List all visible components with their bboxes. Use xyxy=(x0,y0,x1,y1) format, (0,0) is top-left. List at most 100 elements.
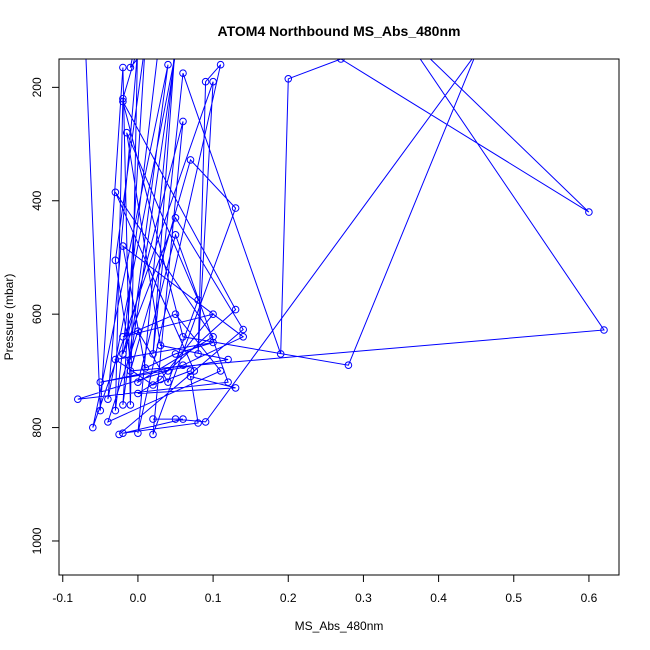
data-point xyxy=(284,75,293,83)
data-point xyxy=(600,326,608,334)
y-axis: 200 400 600 800 1000 xyxy=(30,77,60,554)
data-point xyxy=(96,378,105,387)
data-point xyxy=(179,117,187,126)
data-point xyxy=(585,208,593,216)
data-point xyxy=(231,305,240,314)
data-point xyxy=(231,204,240,212)
data-point xyxy=(149,350,157,358)
data-point xyxy=(126,401,135,409)
x-tick-label: 0.1 xyxy=(205,591,222,605)
data-point xyxy=(104,418,112,426)
data-point xyxy=(239,325,247,334)
data-point xyxy=(179,361,187,370)
data-point xyxy=(82,39,89,46)
x-tick-label: 0.3 xyxy=(355,591,372,605)
data-point xyxy=(216,367,225,375)
data-point xyxy=(186,372,195,381)
data-point xyxy=(164,60,172,69)
y-tick-label: 1000 xyxy=(30,527,44,554)
data-point xyxy=(216,60,225,69)
data-point xyxy=(194,296,202,304)
data-point xyxy=(111,355,120,364)
data-point xyxy=(201,77,210,86)
data-point xyxy=(74,395,82,404)
data-point xyxy=(134,389,142,398)
data-point xyxy=(209,77,217,86)
data-point xyxy=(134,378,142,387)
y-tick-label: 200 xyxy=(30,77,44,97)
data-point xyxy=(224,378,232,387)
data-point xyxy=(209,338,217,347)
data-point xyxy=(171,415,180,423)
data-point xyxy=(142,39,149,46)
data-point xyxy=(111,188,120,197)
data-point xyxy=(172,50,179,57)
data-point xyxy=(164,378,172,387)
data-point xyxy=(171,310,180,319)
data-point xyxy=(276,350,285,358)
data-point xyxy=(194,419,202,427)
data-point xyxy=(126,367,135,375)
data-point xyxy=(179,69,187,77)
data-point xyxy=(239,333,247,341)
series-line xyxy=(77,59,605,435)
data-point xyxy=(122,128,131,137)
y-tick-label: 400 xyxy=(30,190,44,210)
x-tick-label: 0.6 xyxy=(581,591,598,605)
plot-frame xyxy=(58,58,620,576)
data-point xyxy=(119,63,127,72)
data-point xyxy=(209,333,217,341)
data-point xyxy=(149,381,157,389)
data-point xyxy=(119,333,127,341)
data-point xyxy=(111,406,120,415)
data-point xyxy=(119,350,127,358)
data-point xyxy=(119,401,127,409)
x-axis-label: MS_Abs_480nm xyxy=(295,619,384,633)
data-point xyxy=(119,94,127,103)
x-axis: -0.1 0.0 0.1 0.2 0.3 0.4 0.5 0.6 xyxy=(52,574,598,605)
data-point xyxy=(104,395,112,404)
data-point xyxy=(156,341,165,350)
data-point xyxy=(115,430,123,439)
data-point xyxy=(194,350,202,358)
data-point xyxy=(186,156,195,164)
data-point xyxy=(157,27,164,34)
data-point xyxy=(186,367,195,375)
data-point xyxy=(126,63,135,72)
x-tick-label: -0.1 xyxy=(52,591,73,605)
data-point xyxy=(134,327,142,336)
data-point xyxy=(201,418,210,426)
x-tick-label: 0.0 xyxy=(130,591,147,605)
data-point xyxy=(179,415,187,423)
x-tick-label: 0.2 xyxy=(280,591,297,605)
y-tick-label: 800 xyxy=(30,417,44,437)
data-point xyxy=(224,355,232,364)
data-point xyxy=(149,430,157,439)
y-axis-label: Pressure (mbar) xyxy=(2,274,16,361)
x-tick-label: 0.5 xyxy=(505,591,522,605)
data-point xyxy=(172,39,179,46)
data-point xyxy=(135,44,142,51)
data-point xyxy=(96,406,105,415)
data-point xyxy=(171,214,180,222)
data-point xyxy=(135,27,142,34)
data-point xyxy=(126,355,135,364)
series-layer xyxy=(74,27,608,439)
data-point xyxy=(164,367,172,375)
data-point xyxy=(231,384,240,392)
x-tick-label: 0.4 xyxy=(430,591,447,605)
data-point xyxy=(149,415,157,423)
data-point xyxy=(156,375,165,384)
data-point xyxy=(134,429,142,438)
data-point xyxy=(119,97,127,106)
data-point xyxy=(190,367,199,375)
data-point xyxy=(171,231,180,239)
chart-title: ATOM4 Northbound MS_Abs_480nm xyxy=(218,23,461,39)
data-point xyxy=(89,423,97,432)
data-point xyxy=(119,429,127,438)
data-point xyxy=(171,350,180,358)
data-point xyxy=(179,333,187,341)
data-point xyxy=(111,256,120,265)
y-tick-label: 600 xyxy=(30,304,44,324)
